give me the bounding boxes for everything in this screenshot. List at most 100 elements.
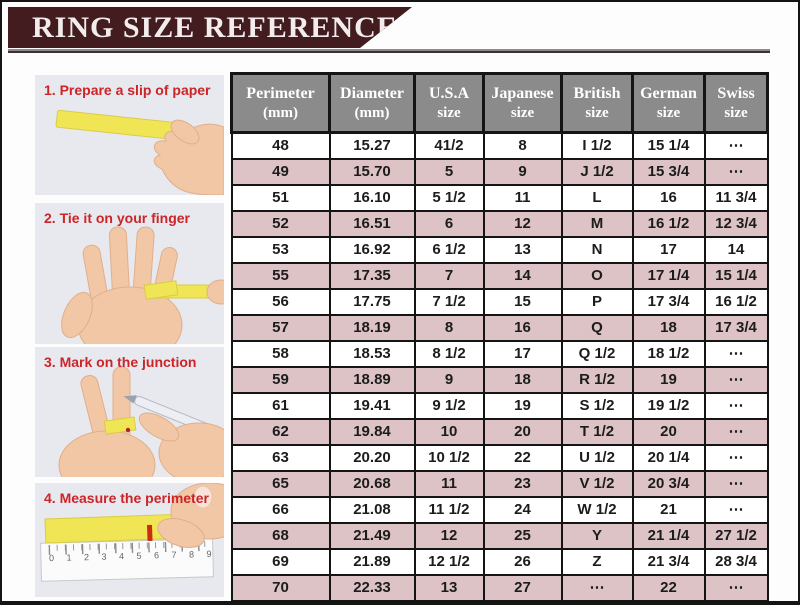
table-cell: 15 [482, 288, 563, 316]
table-cell: 10 1/2 [413, 444, 485, 472]
table-row: 52 16.51 6 12 M 16 1/2 12 3/4 [230, 210, 769, 238]
table-row: 48 15.27 41/2 8 I 1/2 15 1/4 ⋯ [230, 131, 769, 160]
step-panel-4: 4. Measure the perimeter 0 1 2 3 4 5 6 7… [35, 483, 224, 597]
table-cell: U 1/2 [560, 444, 634, 472]
table-cell: 18 1/2 [631, 340, 706, 368]
table-row: 49 15.70 5 9 J 1/2 15 3/4 ⋯ [230, 158, 769, 186]
table-cell: 14 [482, 262, 563, 290]
table-cell: 26 [482, 548, 563, 576]
table-cell: 62 [230, 418, 331, 446]
step-4-label: 4. Measure the perimeter [44, 490, 209, 506]
table-cell: 16.92 [328, 236, 416, 264]
table-header: Perimeter (mm) Diameter (mm) U.S.A size Japane… [230, 72, 769, 134]
table-cell: 17 3/4 [631, 288, 706, 316]
table-cell: 28 3/4 [703, 548, 769, 576]
column-header: U.S.A size [413, 72, 485, 134]
step-panel-2: 2. Tie it on your finger [35, 203, 224, 344]
table-cell: 25 [482, 522, 563, 550]
table-cell: 19.84 [328, 418, 416, 446]
table-row: 58 18.53 8 1/2 17 Q 1/2 18 1/2 ⋯ [230, 340, 769, 368]
page-title: RING SIZE REFERENCE [32, 10, 398, 44]
table-cell: 57 [230, 314, 331, 342]
table-cell: 15 1/4 [631, 131, 706, 160]
table-row: 51 16.10 5 1/2 11 L 16 11 3/4 [230, 184, 769, 212]
table-row: 53 16.92 6 1/2 13 N 17 14 [230, 236, 769, 264]
table-cell: ⋯ [703, 496, 769, 524]
table-cell: 17 [482, 340, 563, 368]
table-cell: 69 [230, 548, 331, 576]
table-cell: ⋯ [703, 131, 769, 160]
table-cell: 21.08 [328, 496, 416, 524]
table-cell: 13 [482, 236, 563, 264]
table-cell: 18.19 [328, 314, 416, 342]
table-cell: 63 [230, 444, 331, 472]
table-cell: ⋯ [703, 574, 769, 601]
table-cell: 20.20 [328, 444, 416, 472]
column-header: Perimeter (mm) [230, 72, 331, 134]
table-cell: 61 [230, 392, 331, 420]
table-cell: 11 3/4 [703, 184, 769, 212]
table-cell: ⋯ [703, 444, 769, 472]
table-cell: S 1/2 [560, 392, 634, 420]
step-3-illustration marking-pen-icon [58, 366, 224, 477]
table-cell: 19 [631, 366, 706, 394]
table-cell: P [560, 288, 634, 316]
table-cell: 16 1/2 [703, 288, 769, 316]
table-cell: O [560, 262, 634, 290]
table-cell: 21 [631, 496, 706, 524]
ring-size-table: Perimeter (mm) Diameter (mm) U.S.A size Japane… [230, 72, 769, 601]
table-cell: Q 1/2 [560, 340, 634, 368]
table-cell: 19 1/2 [631, 392, 706, 420]
table-cell: 21.89 [328, 548, 416, 576]
table-cell: 17 3/4 [703, 314, 769, 342]
table-cell: 18.53 [328, 340, 416, 368]
table-cell: 8 [482, 131, 563, 160]
table-cell: 17.75 [328, 288, 416, 316]
table-cell: ⋯ [703, 470, 769, 498]
table-cell: ⋯ [703, 392, 769, 420]
table-cell: 11 1/2 [413, 496, 485, 524]
table-cell: 22 [482, 444, 563, 472]
table-cell: 23 [482, 470, 563, 498]
table-cell: Z [560, 548, 634, 576]
table-cell: 17.35 [328, 262, 416, 290]
table-cell: 21 3/4 [631, 548, 706, 576]
table-cell: 9 1/2 [413, 392, 485, 420]
table-cell: 14 [703, 236, 769, 264]
table-cell: 12 [482, 210, 563, 238]
table-row: 57 18.19 8 16 Q 18 17 3/4 [230, 314, 769, 342]
table-cell: 20 3/4 [631, 470, 706, 498]
table-cell: 6 1/2 [413, 236, 485, 264]
table-cell: 12 3/4 [703, 210, 769, 238]
table-cell: L [560, 184, 634, 212]
table-cell: ⋯ [703, 340, 769, 368]
table-cell: 15 3/4 [631, 158, 706, 186]
title-underline-rule [8, 49, 770, 53]
table-cell: 17 1/4 [631, 262, 706, 290]
table-cell: 10 [413, 418, 485, 446]
step-1-label: 1. Prepare a slip of paper [44, 82, 211, 98]
table-cell: 21 1/4 [631, 522, 706, 550]
table-row: 59 18.89 9 18 R 1/2 19 ⋯ [230, 366, 769, 394]
table-row: 68 21.49 12 25 Y 21 1/4 27 1/2 [230, 522, 769, 550]
table-cell: 8 [413, 314, 485, 342]
title-bar: RING SIZE REFERENCE [8, 7, 412, 48]
table-cell: 22.33 [328, 574, 416, 601]
table-cell: 11 [413, 470, 485, 498]
table-cell: 27 1/2 [703, 522, 769, 550]
table-row: 69 21.89 12 1/2 26 Z 21 3/4 28 3/4 [230, 548, 769, 576]
table-cell: 17 [631, 236, 706, 264]
table-cell: 58 [230, 340, 331, 368]
table-cell: 7 [413, 262, 485, 290]
table-cell: M [560, 210, 634, 238]
step-4-illustration ruler-icon [40, 483, 224, 582]
table-cell: ⋯ [560, 574, 634, 601]
table-cell: 51 [230, 184, 331, 212]
table-cell: Y [560, 522, 634, 550]
table-cell: 66 [230, 496, 331, 524]
step-panel-1: 1. Prepare a slip of paper [35, 75, 224, 195]
table-cell: ⋯ [703, 418, 769, 446]
table-cell: 7 1/2 [413, 288, 485, 316]
table-cell: 49 [230, 158, 331, 186]
